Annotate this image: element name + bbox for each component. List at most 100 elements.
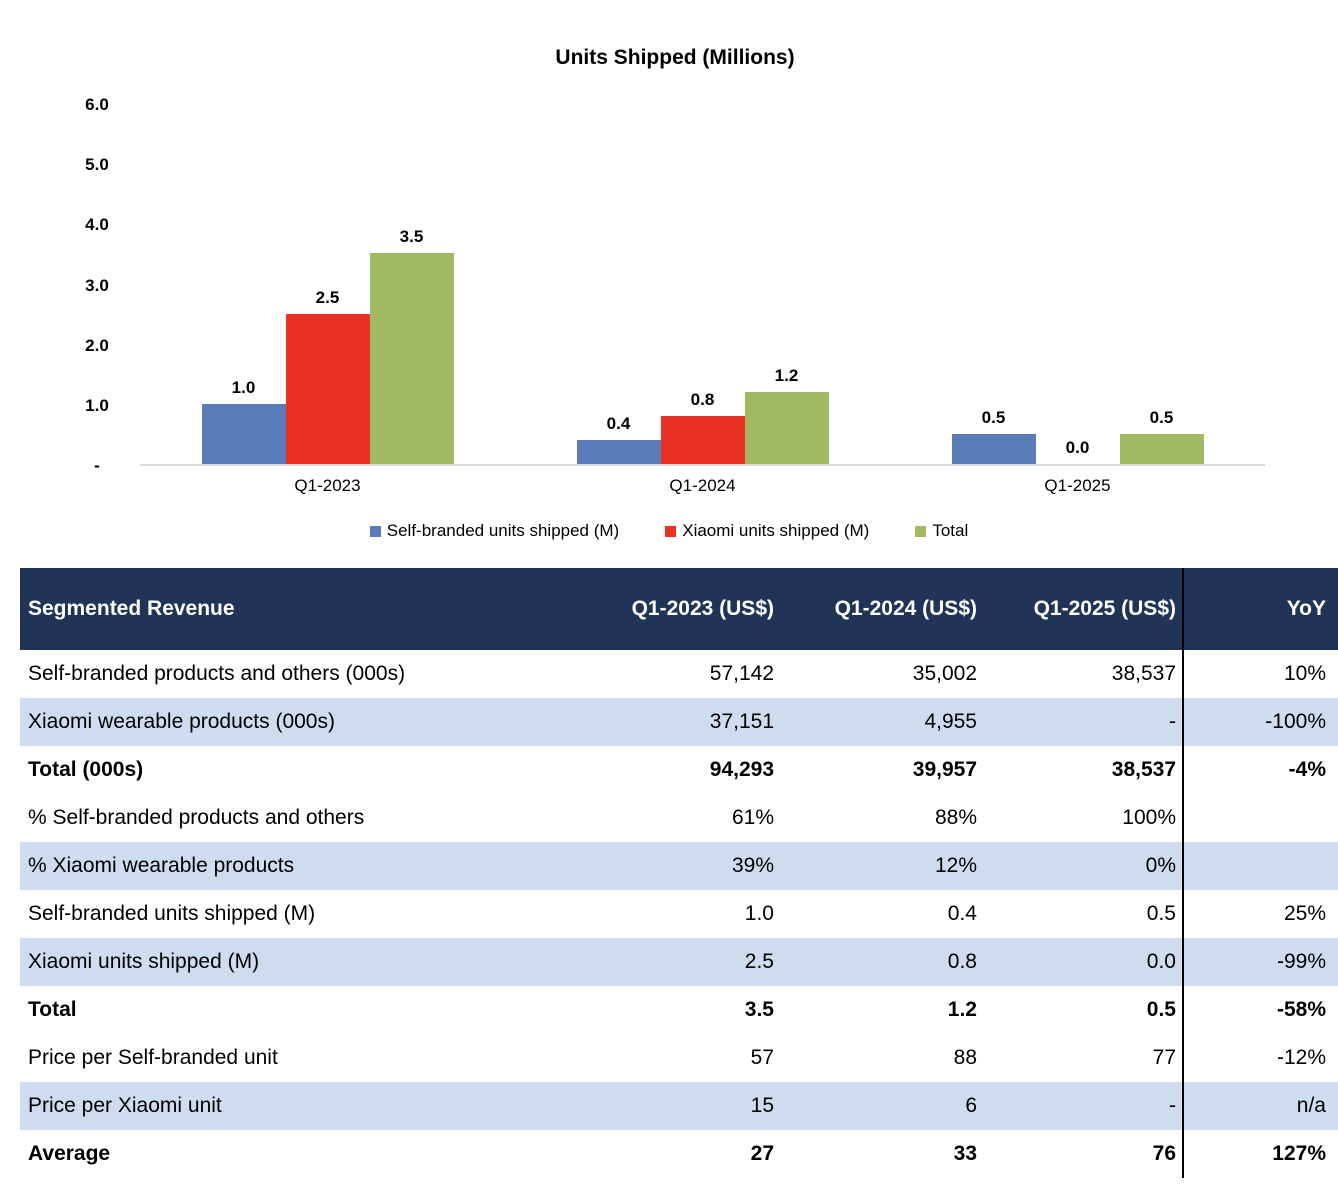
legend-label: Total bbox=[932, 521, 969, 540]
table-cell: 57 bbox=[750, 1046, 774, 1069]
table-cell: 61% bbox=[731, 806, 774, 829]
bar-data-label: 3.5 bbox=[399, 227, 424, 247]
table-cell: 1.0 bbox=[744, 902, 774, 925]
legend-item: Xiaomi units shipped (M) bbox=[665, 521, 869, 541]
y-axis-tick-label: - bbox=[94, 456, 100, 475]
legend-label: Self-branded units shipped (M) bbox=[386, 521, 620, 540]
table-cell: 12% bbox=[780, 842, 983, 890]
table-row: Price per Self-branded unit 57 88 77 -12% bbox=[20, 1034, 1338, 1082]
table-cell: -12% bbox=[1182, 1034, 1338, 1082]
table-cell: n/a bbox=[1182, 1082, 1338, 1130]
table-cell: 38,537 bbox=[1111, 662, 1176, 685]
table-cell: 57,142 bbox=[709, 662, 774, 685]
bar-data-label: 0.8 bbox=[690, 389, 715, 409]
bar-data-label: 2.5 bbox=[315, 287, 340, 307]
row-label-cell: Self-branded units shipped (M) bbox=[28, 902, 316, 925]
bar-total bbox=[744, 391, 829, 464]
bar-self-branded bbox=[201, 403, 286, 464]
y-axis-tick-label: 2.0 bbox=[85, 335, 109, 355]
units-shipped-chart: Units Shipped (Millions) 1.0 2.5 3.5 0.4 0.8… bbox=[0, 0, 1338, 562]
bar-self-branded bbox=[576, 439, 661, 464]
table-cell: 88 bbox=[953, 1046, 977, 1069]
table-cell: 10% bbox=[1182, 650, 1338, 698]
table-cell: 100% bbox=[1122, 806, 1176, 829]
bar-self-branded bbox=[951, 433, 1036, 464]
table-cell: 0.4 bbox=[947, 902, 977, 925]
table-row: Total (000s) 94,293 39,957 38,537 -4% bbox=[20, 746, 1338, 794]
table-cell: -100% bbox=[1182, 698, 1338, 746]
bar-total bbox=[369, 253, 454, 464]
bar-total bbox=[1119, 433, 1204, 464]
table-row: Self-branded units shipped (M) 1.0 0.4 0.5 2… bbox=[20, 890, 1338, 938]
chart-legend: Self-branded units shipped (M) Xiaomi uni… bbox=[0, 516, 1338, 546]
table-cell: - bbox=[983, 1082, 1183, 1130]
table-row: Xiaomi units shipped (M) 2.5 0.8 0.0 -99% bbox=[20, 938, 1338, 986]
legend-item: Total bbox=[915, 521, 968, 541]
table-cell: 2.5 bbox=[510, 938, 780, 986]
legend-label: Xiaomi units shipped (M) bbox=[682, 521, 870, 540]
table-header-row: Segmented Revenue Q1-2023 (US$) Q1-2024 (U… bbox=[20, 568, 1338, 650]
bar-data-label: 1.0 bbox=[231, 377, 256, 397]
legend-swatch-icon bbox=[369, 525, 381, 537]
chart-plot-area: 1.0 2.5 3.5 0.4 0.8 1.2 0.5 0.0 0.5 bbox=[140, 105, 1265, 466]
bar-data-label: 0.5 bbox=[1149, 407, 1174, 427]
y-axis-tick-label: 3.0 bbox=[85, 275, 109, 295]
table-cell: 39,957 bbox=[912, 758, 977, 781]
y-axis-tick-label: 6.0 bbox=[85, 95, 109, 114]
legend-swatch-icon bbox=[915, 525, 927, 537]
row-label-cell: Average bbox=[28, 1142, 111, 1165]
table-cell: 94,293 bbox=[709, 758, 774, 781]
table-cell: 77 bbox=[1152, 1046, 1176, 1069]
table-cell: 25% bbox=[1182, 890, 1338, 938]
table-cell: -4% bbox=[1182, 746, 1338, 794]
table-cell: 0.5 bbox=[1146, 998, 1176, 1021]
x-axis-category-label: Q1-2025 bbox=[1044, 476, 1111, 495]
y-axis-tick-label: 5.0 bbox=[85, 155, 109, 175]
table-row: % Xiaomi wearable products 39% 12% 0% bbox=[20, 842, 1338, 890]
row-label-cell: % Xiaomi wearable products bbox=[20, 842, 510, 890]
table-row: Price per Xiaomi unit 15 6- n/a bbox=[20, 1082, 1338, 1130]
table-row: Xiaomi wearable products (000s) 37,151 4,9… bbox=[20, 698, 1338, 746]
table-cell: 1.2 bbox=[947, 998, 977, 1021]
table-row: Self-branded products and others (000s) 5… bbox=[20, 650, 1338, 698]
bar-xiaomi bbox=[285, 313, 370, 464]
row-label-cell: Total (000s) bbox=[28, 758, 144, 781]
legend-item: Self-branded units shipped (M) bbox=[369, 521, 620, 541]
table-cell: 88% bbox=[934, 806, 977, 829]
row-label-cell: Price per Xiaomi unit bbox=[20, 1082, 510, 1130]
column-header: Q1-2023 (US$) bbox=[510, 568, 780, 650]
table-cell: 33 bbox=[953, 1142, 977, 1165]
table-cell: 76 bbox=[1152, 1142, 1176, 1165]
table-cell: 37,151 bbox=[510, 698, 780, 746]
row-label-cell: Total bbox=[28, 998, 77, 1021]
table-cell: 3.5 bbox=[744, 998, 774, 1021]
x-axis-category-label: Q1-2024 bbox=[669, 476, 736, 495]
x-axis-category-label: Q1-2023 bbox=[294, 476, 361, 495]
row-label-cell: Xiaomi units shipped (M) bbox=[20, 938, 510, 986]
column-header: Q1-2024 (US$) bbox=[780, 568, 983, 650]
row-label-cell: Xiaomi wearable products (000s) bbox=[20, 698, 510, 746]
table-row: Average 27 33 76 127% bbox=[20, 1130, 1338, 1178]
table-cell: 0.0 bbox=[983, 938, 1183, 986]
table-cell: 0.5 bbox=[1146, 902, 1176, 925]
table-cell: 6 bbox=[780, 1082, 983, 1130]
table-cell bbox=[1182, 794, 1338, 842]
bar-data-label: 0.4 bbox=[606, 413, 631, 433]
table-cell: 127% bbox=[1182, 1130, 1338, 1178]
row-label-cell: Self-branded products and others (000s) bbox=[28, 662, 406, 685]
row-label-cell: % Self-branded products and others bbox=[28, 806, 365, 829]
table-cell: -99% bbox=[1182, 938, 1338, 986]
column-header: Segmented Revenue bbox=[20, 568, 510, 650]
table-cell: 27 bbox=[750, 1142, 774, 1165]
table-cell: - bbox=[983, 698, 1183, 746]
table-row: % Self-branded products and others 61% 88%… bbox=[20, 794, 1338, 842]
table-cell: 35,002 bbox=[912, 662, 977, 685]
segmented-revenue-table: Segmented Revenue Q1-2023 (US$) Q1-2024 (U… bbox=[20, 568, 1338, 1178]
table-cell: 39% bbox=[510, 842, 780, 890]
row-label-cell: Price per Self-branded unit bbox=[28, 1046, 278, 1069]
table-cell bbox=[1182, 842, 1338, 890]
table-cell: -58% bbox=[1182, 986, 1338, 1034]
y-axis-tick-label: 1.0 bbox=[85, 395, 109, 415]
column-header: Q1-2025 (US$) bbox=[983, 568, 1183, 650]
bar-data-label: 0.5 bbox=[981, 407, 1006, 427]
